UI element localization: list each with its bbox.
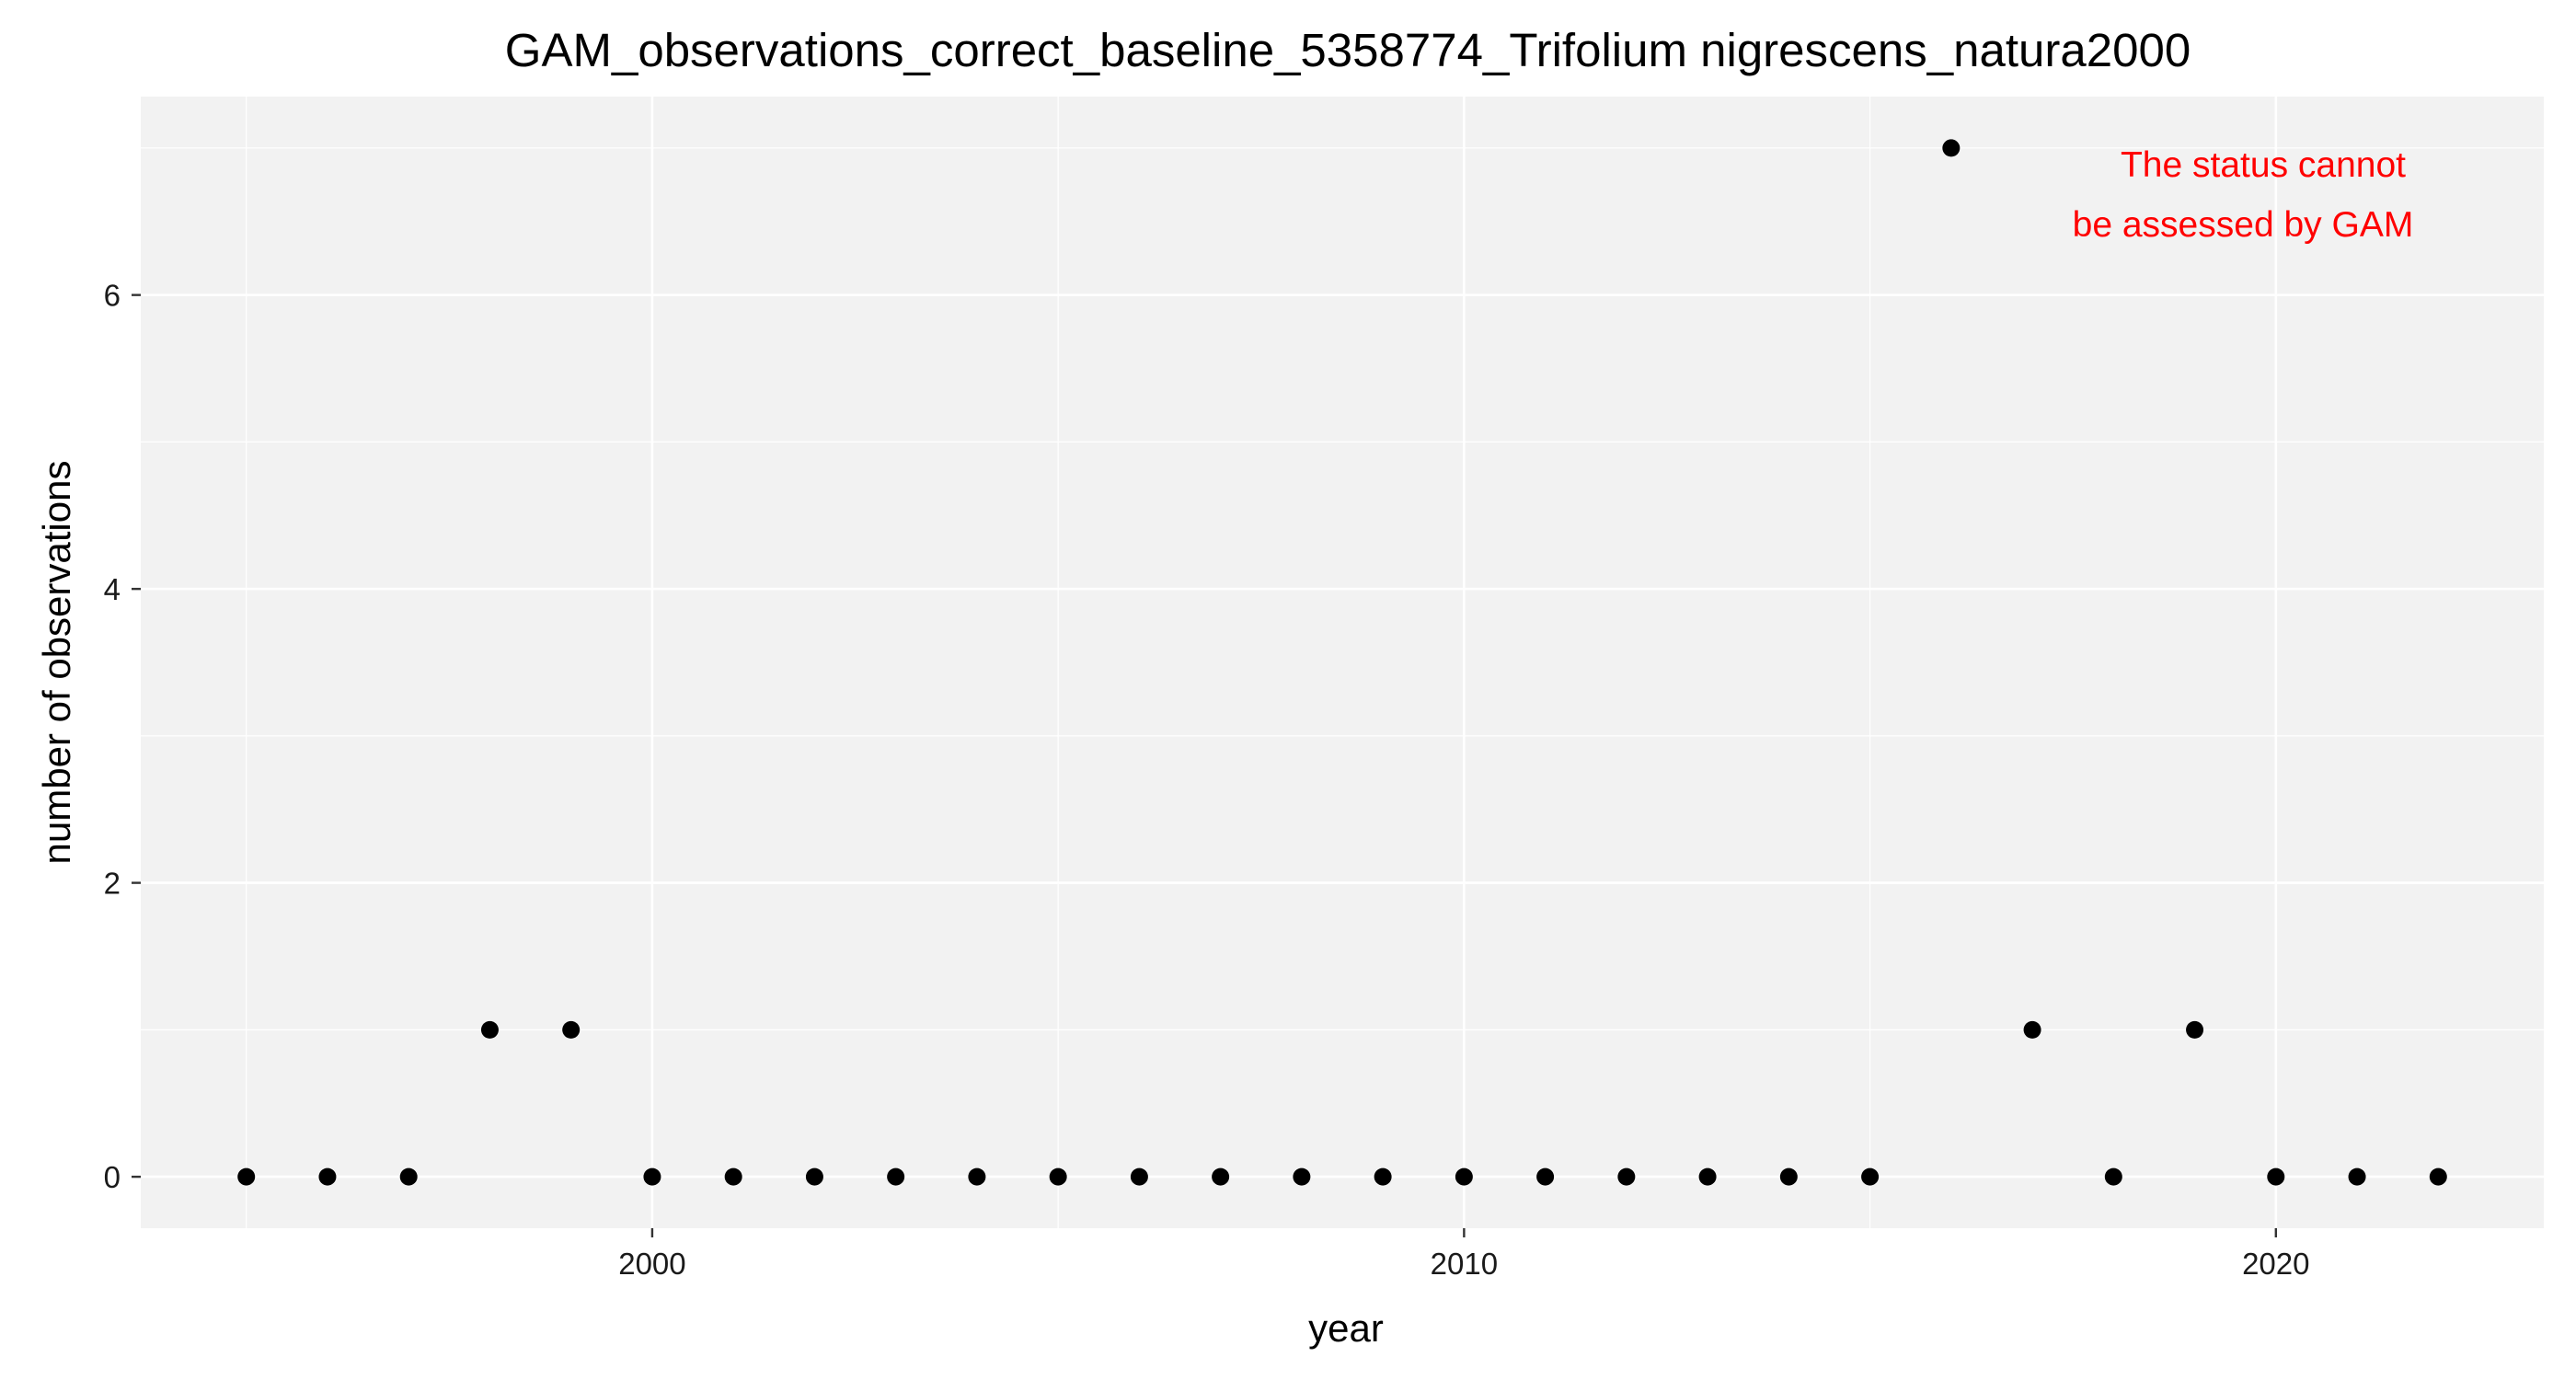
minor-gridlines: [141, 97, 2544, 1228]
data-point: [1779, 1167, 1798, 1186]
data-point: [1293, 1167, 1311, 1186]
data-point: [1374, 1167, 1392, 1186]
data-point: [562, 1020, 581, 1039]
data-point: [1861, 1167, 1880, 1186]
data-point: [237, 1167, 256, 1186]
data-points: [237, 139, 2447, 1186]
y-tick-label: 6: [104, 279, 121, 313]
x-axis-title: year: [1308, 1306, 1384, 1350]
plot-panel: [141, 97, 2544, 1228]
data-point: [1455, 1167, 1473, 1186]
y-axis-title: number of observations: [35, 461, 78, 865]
data-point: [2267, 1167, 2285, 1186]
data-point: [2348, 1167, 2366, 1186]
data-point: [968, 1167, 986, 1186]
data-point: [1212, 1167, 1230, 1186]
data-point: [1942, 139, 1961, 157]
data-point: [480, 1020, 499, 1039]
data-point: [2429, 1167, 2447, 1186]
major-gridlines: [141, 97, 2544, 1228]
data-point: [2023, 1020, 2041, 1039]
data-point: [1617, 1167, 1636, 1186]
data-point: [643, 1167, 661, 1186]
data-point: [887, 1167, 905, 1186]
annotation-line-2: be assessed by GAM: [2073, 205, 2414, 245]
data-point: [1130, 1167, 1148, 1186]
x-tick-label: 2000: [618, 1247, 685, 1281]
annotation-line-1: The status cannot: [2121, 145, 2406, 185]
x-axis: 2000 2010 2020: [618, 1228, 2310, 1281]
data-point: [1536, 1167, 1555, 1186]
y-axis: 0 2 4 6: [104, 279, 141, 1194]
y-tick-label: 4: [104, 572, 121, 606]
data-point: [399, 1167, 418, 1186]
data-point: [318, 1167, 337, 1186]
data-point: [724, 1167, 742, 1186]
chart-title: GAM_observations_correct_baseline_535877…: [505, 24, 2191, 76]
data-point: [805, 1167, 823, 1186]
data-point: [2104, 1167, 2122, 1186]
y-tick-label: 0: [104, 1160, 121, 1194]
data-point: [2186, 1020, 2204, 1039]
data-point: [1698, 1167, 1717, 1186]
x-tick-label: 2010: [1431, 1247, 1498, 1281]
data-point: [1049, 1167, 1067, 1186]
y-tick-label: 2: [104, 867, 121, 901]
x-tick-label: 2020: [2242, 1247, 2309, 1281]
